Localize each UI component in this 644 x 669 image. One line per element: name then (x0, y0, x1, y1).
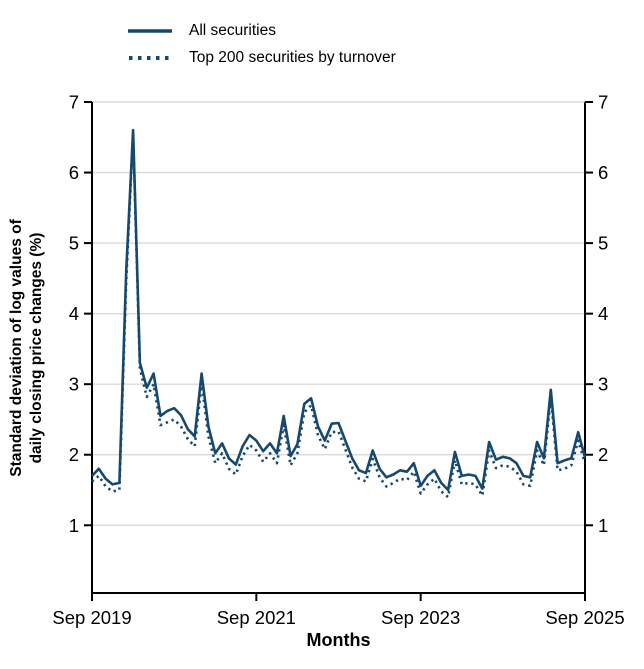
series-line-top-200 (91, 132, 587, 499)
y-tick-label-left: 3 (69, 374, 79, 395)
y-tick-label-left: 4 (69, 303, 79, 324)
y-axis-title: Standard deviation of log values of dail… (7, 219, 45, 477)
legend-label: Top 200 securities by turnover (189, 49, 396, 66)
dotted-line-swatch-icon (129, 56, 172, 60)
tick-labels: 1 1 2 2 3 3 4 4 5 5 6 6 7 7 Sep 2019 Sep 2021 Sep 2023 Se… (52, 92, 624, 629)
x-tick-label: Sep 2019 (52, 607, 131, 628)
y-tick-label-left: 2 (69, 444, 79, 465)
y-tick-label-right: 7 (598, 92, 608, 113)
legend-label: All securities (189, 22, 276, 39)
y-tick-label-left: 1 (69, 515, 79, 536)
y-tick-label-left: 5 (69, 233, 79, 254)
y-tick-label-right: 4 (598, 303, 608, 324)
axes (91, 102, 586, 594)
tick-marks (84, 101, 593, 601)
legend-item-all-securities: All securities (128, 22, 396, 40)
x-tick-label: Sep 2021 (217, 607, 296, 628)
y-tick-label-left: 7 (69, 92, 79, 113)
series-line-all-securities (91, 128, 587, 492)
y-tick-label-right: 1 (598, 515, 608, 536)
y-tick-label-right: 3 (598, 374, 608, 395)
x-tick-label: Sep 2025 (545, 607, 624, 628)
solid-line-swatch-icon (128, 29, 172, 33)
legend-item-top-200: Top 200 securities by turnover (128, 49, 396, 67)
x-tick-label: Sep 2023 (381, 607, 460, 628)
y-tick-label-left: 6 (69, 162, 79, 183)
y-tick-label-right: 6 (598, 162, 608, 183)
y-gridlines (92, 101, 585, 526)
x-axis-title: Months (306, 630, 371, 650)
y-tick-label-right: 5 (598, 233, 608, 254)
y-tick-label-right: 2 (598, 444, 608, 465)
chart-legend: All securities Top 200 securities by tur… (128, 22, 396, 67)
